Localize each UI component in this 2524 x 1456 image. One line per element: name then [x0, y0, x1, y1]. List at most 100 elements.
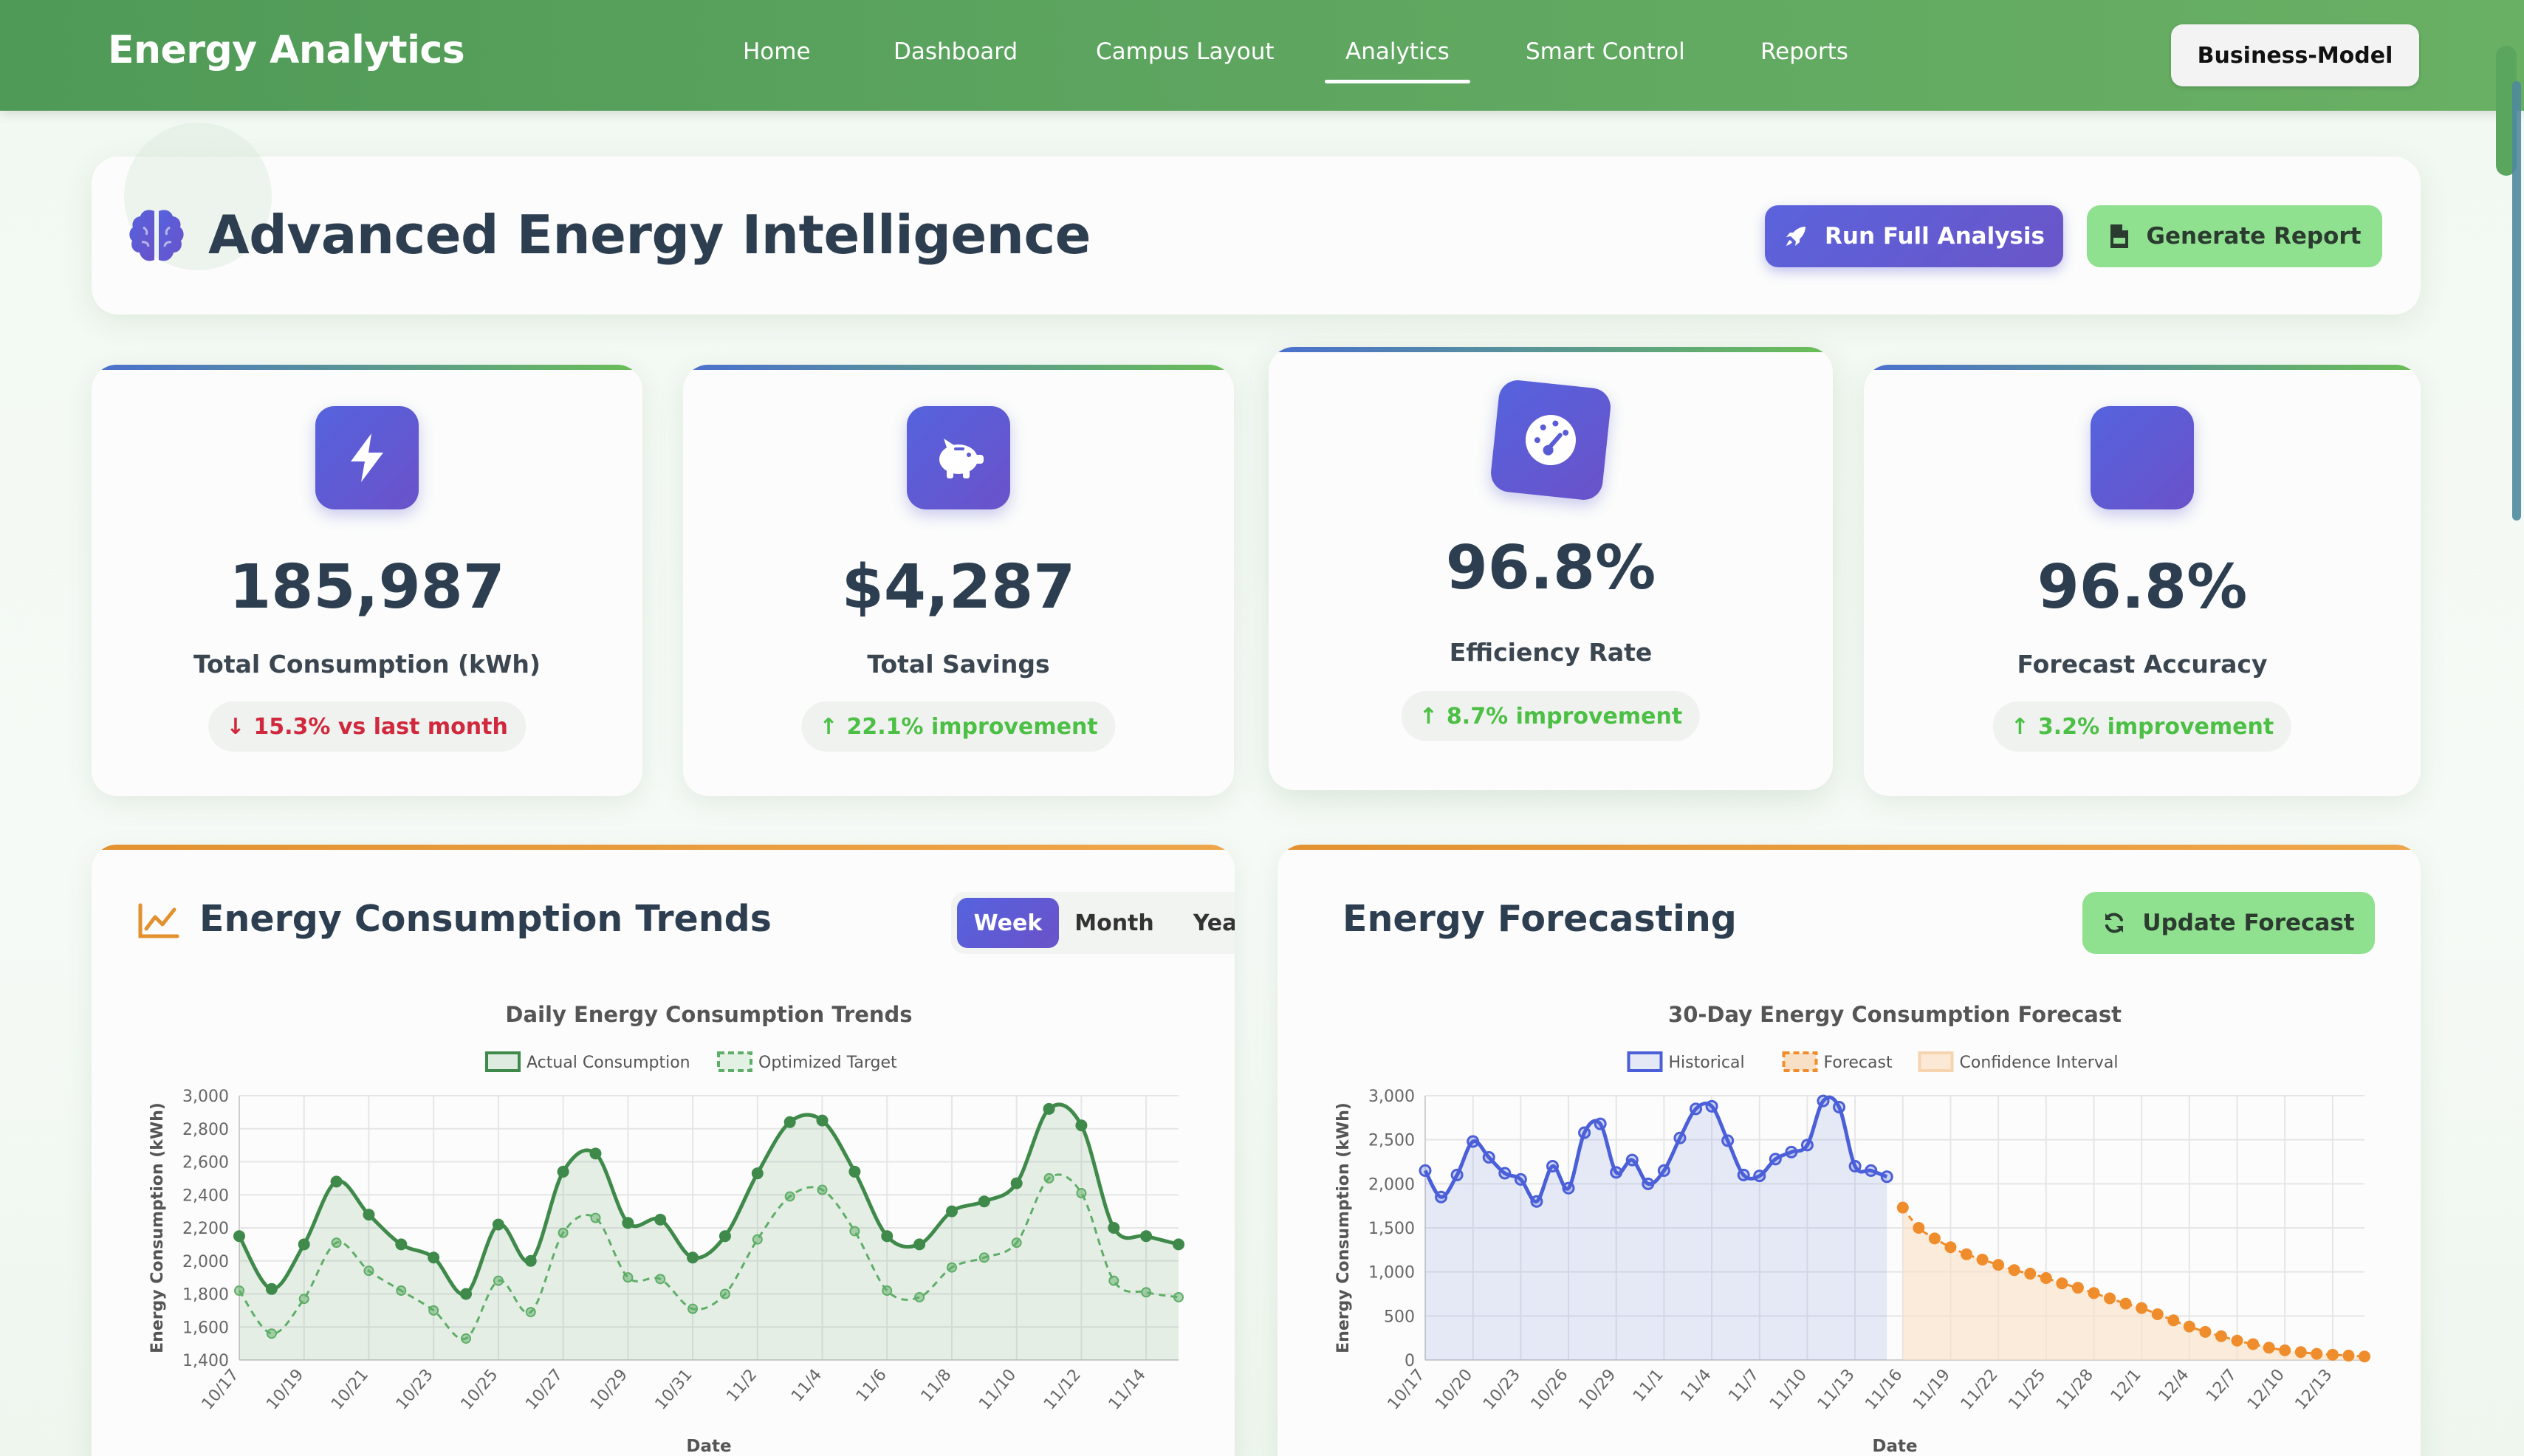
- data-point: [1737, 1168, 1750, 1181]
- stat-card-efficiency-rate[interactable]: 96.8% Efficiency Rate ↑ 8.7% improvement: [1269, 347, 1833, 790]
- nav-link-campus-layout[interactable]: Campus Layout: [1096, 38, 1275, 65]
- brand-title[interactable]: Energy Analytics: [108, 28, 465, 72]
- data-point: [623, 1272, 634, 1283]
- y-tick-label: 1,600: [182, 1319, 229, 1337]
- arrow-down-icon: ↓: [226, 713, 245, 740]
- forecast-point: [2326, 1348, 2339, 1361]
- data-point: [363, 1209, 375, 1221]
- legend-label: Actual Consumption: [527, 1054, 690, 1072]
- data-point: [1419, 1164, 1432, 1177]
- forecast-point: [2279, 1344, 2291, 1356]
- x-tick-label: 11/4: [788, 1366, 826, 1406]
- forecast-point: [2215, 1330, 2227, 1342]
- range-week-button[interactable]: Week: [957, 898, 1059, 948]
- data-point: [1076, 1188, 1087, 1199]
- forecast-point: [2263, 1342, 2275, 1354]
- legend-swatch: [1627, 1051, 1663, 1072]
- data-point: [589, 1147, 602, 1160]
- data-point: [330, 1175, 343, 1188]
- forecast-panel-title: Energy Forecasting: [1342, 898, 1737, 940]
- data-point: [913, 1238, 926, 1251]
- data-point: [1450, 1168, 1464, 1181]
- data-point: [1075, 1119, 1088, 1132]
- data-point: [1833, 1101, 1846, 1114]
- arrow-up-icon: ↑: [1419, 703, 1438, 729]
- y-axis-title: Energy Consumption (kWh): [1334, 1102, 1353, 1353]
- update-forecast-button[interactable]: Update Forecast: [2082, 892, 2375, 954]
- scrollbar-thumb[interactable]: [2512, 81, 2521, 521]
- data-point: [1173, 1238, 1184, 1251]
- x-tick-label: 12/10: [2244, 1366, 2288, 1414]
- forecast-point: [1896, 1201, 1909, 1214]
- forecast-point: [2167, 1314, 2180, 1327]
- legend-label: Confidence Interval: [1960, 1054, 2119, 1072]
- nav-link-smart-control[interactable]: Smart Control: [1526, 38, 1685, 65]
- data-point: [1785, 1145, 1798, 1158]
- x-tick-label: 11/7: [1725, 1366, 1763, 1406]
- nav-link-home[interactable]: Home: [743, 38, 811, 65]
- data-point: [1594, 1117, 1607, 1130]
- legend-label: Optimized Target: [758, 1054, 897, 1072]
- data-point: [1578, 1126, 1591, 1139]
- generate-report-button[interactable]: Generate Report: [2087, 205, 2382, 267]
- bolt-icon: [315, 406, 419, 509]
- data-point: [1010, 1177, 1023, 1189]
- forecast-point: [2294, 1346, 2307, 1359]
- data-point: [848, 1165, 861, 1178]
- x-tick-label: 11/14: [1105, 1366, 1150, 1414]
- x-tick-label: 11/1: [1630, 1366, 1667, 1406]
- stat-card-total-savings: $4,287 Total Savings ↑ 22.1% improvement: [683, 365, 1234, 796]
- x-tick-label: 11/16: [1862, 1366, 1906, 1414]
- forecast-point: [2342, 1350, 2355, 1362]
- stat-card-total-consumption: 185,987 Total Consumption (kWh) ↓ 15.3% …: [92, 365, 642, 796]
- stat-delta-badge: ↑ 22.1% improvement: [801, 701, 1116, 752]
- run-full-analysis-button[interactable]: Run Full Analysis: [1765, 205, 2063, 267]
- consumption-trends-chart: Daily Energy Consumption Trends 1,400 1,60…: [148, 1002, 1184, 1456]
- stat-delta-text: 8.7% improvement: [1446, 703, 1683, 729]
- data-point: [1610, 1166, 1623, 1179]
- data-point: [1043, 1172, 1054, 1184]
- x-tick-label: 12/13: [2292, 1366, 2336, 1414]
- stat-label: Efficiency Rate: [1449, 638, 1653, 667]
- business-model-button[interactable]: Business-Model: [2171, 24, 2419, 86]
- y-tick-label: 2,500: [1368, 1132, 1415, 1150]
- data-point: [558, 1227, 569, 1238]
- chart-icon: [2091, 406, 2194, 509]
- forecast-point: [1944, 1241, 1957, 1254]
- forecast-point: [2088, 1287, 2100, 1299]
- legend-label: Forecast: [1824, 1054, 1893, 1072]
- data-point: [914, 1291, 925, 1302]
- series-area-0: [239, 1104, 1179, 1360]
- generate-report-label: Generate Report: [2146, 223, 2362, 250]
- data-point: [1108, 1275, 1119, 1286]
- y-tick-label: 3,000: [182, 1088, 229, 1106]
- arrow-up-icon: ↑: [2010, 713, 2029, 740]
- nav-link-reports[interactable]: Reports: [1760, 38, 1848, 65]
- y-tick-label: 3,000: [1368, 1088, 1415, 1106]
- x-tick-label: 10/31: [652, 1366, 696, 1414]
- y-axis-title: Energy Consumption (kWh): [148, 1102, 167, 1353]
- data-point: [492, 1218, 504, 1231]
- data-point: [784, 1191, 795, 1202]
- nav-link-dashboard[interactable]: Dashboard: [894, 38, 1018, 65]
- stat-label: Forecast Accuracy: [2017, 650, 2268, 679]
- nav-link-analytics[interactable]: Analytics: [1325, 38, 1470, 83]
- x-tick-label: 10/23: [1480, 1366, 1524, 1414]
- legend-swatch: [717, 1051, 752, 1072]
- data-point: [1482, 1151, 1495, 1164]
- range-year-button[interactable]: Year: [1170, 898, 1235, 948]
- stat-delta-text: 22.1% improvement: [846, 713, 1098, 740]
- data-point: [1705, 1099, 1718, 1113]
- stat-value: 185,987: [229, 552, 505, 622]
- range-month-button[interactable]: Month: [1063, 898, 1165, 948]
- data-point: [719, 1288, 730, 1299]
- data-point: [752, 1234, 763, 1245]
- data-point: [428, 1305, 439, 1316]
- chart-title: 30-Day Energy Consumption Forecast: [1668, 1002, 2122, 1027]
- y-tick-label: 2,800: [182, 1121, 229, 1139]
- forecast-point: [2183, 1320, 2195, 1333]
- forecast-point: [1961, 1248, 1973, 1260]
- data-point: [331, 1237, 342, 1249]
- run-full-analysis-label: Run Full Analysis: [1825, 223, 2045, 250]
- x-tick-label: 11/28: [2053, 1366, 2097, 1414]
